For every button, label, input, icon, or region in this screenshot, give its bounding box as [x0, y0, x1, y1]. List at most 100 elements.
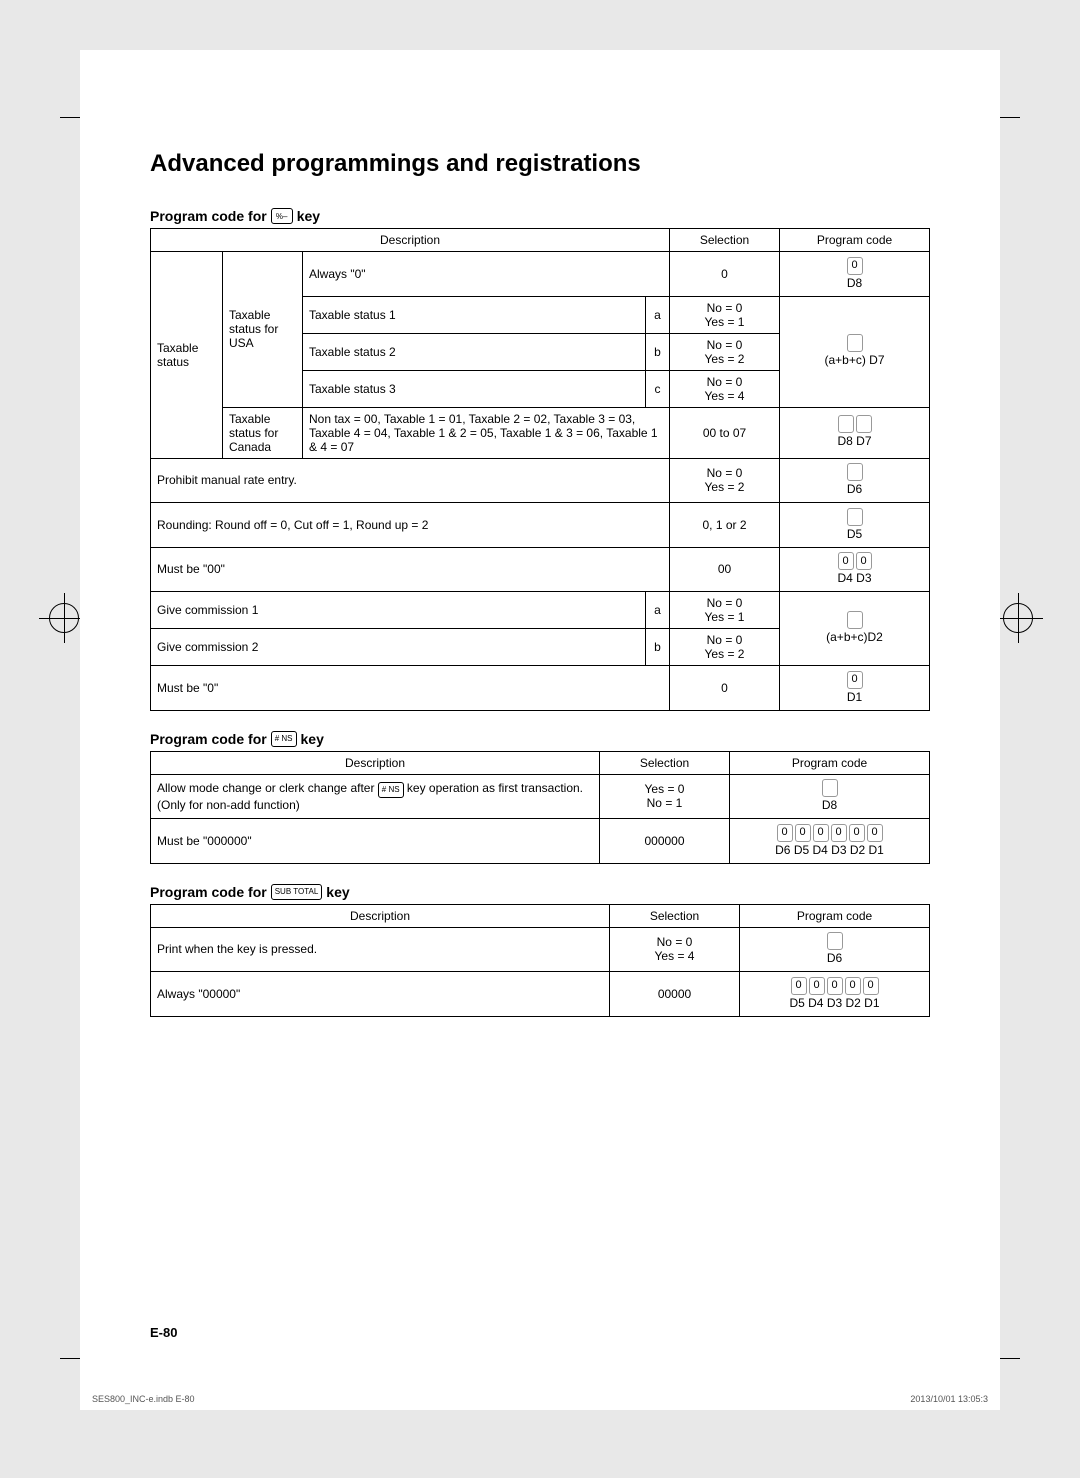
t1-canada-code: D8 D7: [780, 407, 930, 458]
t1-ts1-letter: a: [645, 296, 669, 333]
digit-icon: 0: [847, 257, 863, 275]
page-title: Advanced programmings and registrations: [150, 150, 930, 178]
digit-icon: 0: [827, 977, 843, 995]
t2-h-desc: Description: [151, 751, 600, 774]
t2-title-suffix: key: [301, 731, 324, 747]
table2-title: Program code for # NS key: [150, 731, 930, 747]
t1-always0-desc: Always "0": [303, 252, 670, 297]
table3-title: Program code for SUB TOTAL key: [150, 884, 930, 900]
t1-h-code: Program code: [780, 229, 930, 252]
digit-icon: 0: [847, 671, 863, 689]
sub-total-key-icon: SUB TOTAL: [271, 884, 323, 900]
t2-must000000-codelabel: D6 D5 D4 D3 D2 D1: [775, 843, 884, 857]
t2-title-prefix: Program code for: [150, 731, 267, 747]
t3-always00000-desc: Always "00000": [151, 972, 610, 1017]
t3-always00000-codelabel: D5 D4 D3 D2 D1: [789, 996, 879, 1010]
t1-gc-codelabel: (a+b+c)D2: [826, 630, 883, 644]
digit-icon: 0: [838, 552, 854, 570]
t1-ts3-desc: Taxable status 3: [303, 370, 646, 407]
t2-allow-a: Allow mode change or clerk change after: [157, 781, 378, 795]
t1-ts3-letter: c: [645, 370, 669, 407]
t1-usa-code: (a+b+c) D7: [780, 296, 930, 407]
t2-allow-sel: Yes = 0 No = 1: [600, 774, 730, 819]
t1-prohibit-codelabel: D6: [847, 482, 862, 496]
t2-h-sel: Selection: [600, 751, 730, 774]
t1-ts2-letter: b: [645, 333, 669, 370]
t2-allow-code: D8: [730, 774, 930, 819]
t1-ts1-desc: Taxable status 1: [303, 296, 646, 333]
digit-icon: 0: [845, 977, 861, 995]
digit-icon: [822, 779, 838, 797]
imprint-right: 2013/10/01 13:05:3: [910, 1394, 988, 1404]
digit-icon: 0: [809, 977, 825, 995]
t1-must0-desc: Must be "0": [151, 666, 670, 711]
t3-always00000-sel: 00000: [610, 972, 740, 1017]
t1-gc2-sel: No = 0 Yes = 2: [670, 629, 780, 666]
t3-print-code: D6: [740, 927, 930, 972]
t2-allow-desc: Allow mode change or clerk change after …: [151, 774, 600, 819]
t1-gc2-desc: Give commission 2: [151, 629, 646, 666]
digit-icon: 0: [831, 824, 847, 842]
digit-icon: [838, 415, 854, 433]
t1-must00-codelabel: D4 D3: [837, 571, 871, 585]
hash-ns-key-icon: # NS: [271, 731, 297, 747]
t1-gc1-desc: Give commission 1: [151, 592, 646, 629]
t2-must000000-desc: Must be "000000": [151, 819, 600, 864]
digit-icon: 0: [856, 552, 872, 570]
digit-icon: 0: [863, 977, 879, 995]
t3-print-desc: Print when the key is pressed.: [151, 927, 610, 972]
t1-must0-code: 0 D1: [780, 666, 930, 711]
t1-ts1-sel: No = 0 Yes = 1: [670, 296, 780, 333]
table1-title: Program code for %– key: [150, 208, 930, 224]
t3-title-prefix: Program code for: [150, 884, 267, 900]
t1-gc-code: (a+b+c)D2: [780, 592, 930, 666]
t1-rounding-code: D5: [780, 503, 930, 548]
t1-gc1-sel: No = 0 Yes = 1: [670, 592, 780, 629]
table1: Description Selection Program code Taxab…: [150, 228, 930, 711]
t1-must0-codelabel: D1: [847, 690, 862, 704]
hash-ns-key-icon: # NS: [378, 782, 404, 798]
page-number: E-80: [150, 1325, 177, 1340]
digit-icon: 0: [867, 824, 883, 842]
t1-must0-sel: 0: [670, 666, 780, 711]
digit-icon: 0: [849, 824, 865, 842]
digit-icon: [847, 508, 863, 526]
t1-canada-codelabel: D8 D7: [837, 434, 871, 448]
t3-print-codelabel: D6: [827, 951, 842, 965]
t1-ts3-sel: No = 0 Yes = 4: [670, 370, 780, 407]
t1-canada-sel: 00 to 07: [670, 407, 780, 458]
t1-title-prefix: Program code for: [150, 208, 267, 224]
t1-usa-codelabel: (a+b+c) D7: [824, 353, 884, 367]
t2-must000000-code: 000000 D6 D5 D4 D3 D2 D1: [730, 819, 930, 864]
t2-must000000-sel: 000000: [600, 819, 730, 864]
t2-allow-codelabel: D8: [822, 798, 837, 812]
t1-always0-sel: 0: [670, 252, 780, 297]
imprint-left: SES800_INC-e.indb E-80: [92, 1394, 195, 1404]
t1-taxable-status: Taxable status: [151, 252, 223, 459]
t1-rounding-codelabel: D5: [847, 527, 862, 541]
table2: Description Selection Program code Allow…: [150, 751, 930, 864]
t1-rounding-desc: Rounding: Round off = 0, Cut off = 1, Ro…: [151, 503, 670, 548]
t3-title-suffix: key: [326, 884, 349, 900]
t1-h-sel: Selection: [670, 229, 780, 252]
t3-h-sel: Selection: [610, 904, 740, 927]
t1-canada-desc: Non tax = 00, Taxable 1 = 01, Taxable 2 …: [303, 407, 670, 458]
t1-always0-code: 0 D8: [780, 252, 930, 297]
t1-prohibit-desc: Prohibit manual rate entry.: [151, 458, 670, 503]
digit-icon: 0: [777, 824, 793, 842]
t1-h-desc: Description: [151, 229, 670, 252]
digit-icon: 0: [791, 977, 807, 995]
t3-always00000-code: 00000 D5 D4 D3 D2 D1: [740, 972, 930, 1017]
t1-must00-code: 00 D4 D3: [780, 547, 930, 592]
t1-rounding-sel: 0, 1 or 2: [670, 503, 780, 548]
t3-h-desc: Description: [151, 904, 610, 927]
percent-minus-key-icon: %–: [271, 208, 293, 224]
t1-gc1-letter: a: [645, 592, 669, 629]
t1-prohibit-sel: No = 0 Yes = 2: [670, 458, 780, 503]
t1-prohibit-code: D6: [780, 458, 930, 503]
t1-canada-label: Taxable status for Canada: [223, 407, 303, 458]
t1-usa-label: Taxable status for USA: [223, 252, 303, 408]
t1-title-suffix: key: [297, 208, 320, 224]
digit-icon: [847, 463, 863, 481]
t1-must00-sel: 00: [670, 547, 780, 592]
